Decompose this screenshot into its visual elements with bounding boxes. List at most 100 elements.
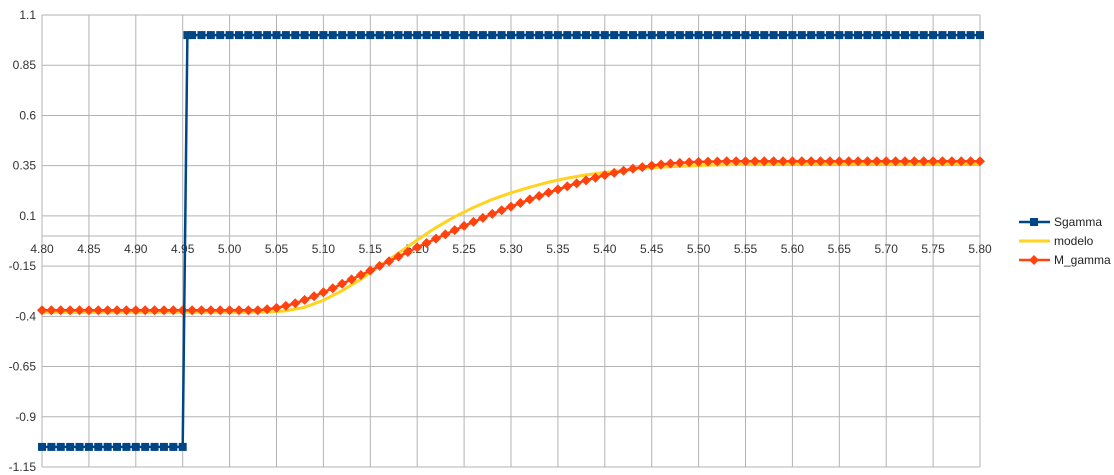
data-point [713, 31, 722, 40]
data-point [403, 31, 412, 40]
y-tick-label: 0.85 [13, 58, 37, 72]
data-point [328, 31, 337, 40]
data-point [197, 31, 206, 40]
x-tick-label: 5.60 [781, 242, 805, 256]
data-point [206, 31, 215, 40]
data-point [263, 31, 272, 40]
data-point [141, 442, 150, 451]
data-point [365, 265, 376, 276]
data-point [627, 163, 638, 174]
data-point [272, 31, 281, 40]
data-point [468, 216, 479, 227]
data-point [413, 31, 422, 40]
data-point [797, 31, 806, 40]
data-point [74, 305, 85, 316]
data-point [947, 31, 956, 40]
x-tick-label: 5.00 [218, 242, 242, 256]
data-point [346, 274, 357, 285]
data-point [759, 156, 770, 167]
data-point [769, 31, 778, 40]
legend-item-sgamma: Sgamma [1019, 215, 1102, 229]
data-point [702, 156, 713, 167]
x-tick-label: 4.90 [124, 242, 148, 256]
data-point [83, 305, 94, 316]
data-point [872, 31, 881, 40]
data-point [150, 442, 159, 451]
x-tick-label: 5.45 [640, 242, 664, 256]
data-point [121, 305, 132, 316]
data-point [299, 294, 310, 305]
legend-marker [1029, 255, 1039, 265]
data-point [899, 156, 910, 167]
data-point [55, 305, 66, 316]
x-tick-label: 5.50 [687, 242, 711, 256]
data-point [122, 442, 131, 451]
data-point [946, 156, 957, 167]
y-tick-label: -0.9 [15, 410, 36, 424]
data-point [215, 305, 226, 316]
data-point [477, 212, 488, 223]
data-point [338, 31, 347, 40]
data-point [300, 31, 309, 40]
data-point [957, 31, 966, 40]
data-point [469, 31, 478, 40]
y-tick-label: -0.15 [9, 259, 37, 273]
data-point [674, 157, 685, 168]
data-point [665, 158, 676, 169]
data-point [234, 31, 243, 40]
data-point [712, 156, 723, 167]
data-point [430, 233, 441, 244]
data-point [402, 247, 413, 258]
data-point [749, 156, 760, 167]
data-point [760, 31, 769, 40]
data-point [562, 181, 573, 192]
data-point [516, 31, 525, 40]
data-point [440, 229, 451, 240]
data-point [271, 302, 282, 313]
series-m-gamma [37, 156, 985, 316]
x-tick-label: 5.40 [593, 242, 617, 256]
data-point [441, 31, 450, 40]
data-point [919, 31, 928, 40]
data-point [487, 208, 498, 219]
data-point [327, 283, 338, 294]
data-point [56, 442, 65, 451]
data-point [196, 305, 207, 316]
data-point [599, 170, 610, 181]
data-point [366, 31, 375, 40]
data-point [149, 305, 160, 316]
data-point [816, 31, 825, 40]
data-point [130, 305, 141, 316]
data-point [216, 31, 225, 40]
data-point [46, 305, 57, 316]
data-point [891, 31, 900, 40]
x-tick-label: 4.95 [171, 242, 195, 256]
data-point [928, 156, 939, 167]
data-point [666, 31, 675, 40]
x-tick-label: 5.05 [265, 242, 289, 256]
data-point [918, 156, 929, 167]
data-point [854, 31, 863, 40]
data-point [347, 31, 356, 40]
data-point [159, 442, 168, 451]
data-point [966, 31, 975, 40]
data-point [929, 31, 938, 40]
x-tick-label: 5.35 [546, 242, 570, 256]
data-point [385, 31, 394, 40]
data-point [37, 305, 47, 316]
data-point [563, 31, 572, 40]
data-point [374, 260, 385, 271]
y-axis-tick-labels: 1.1 0.85 0.6 0.35 0.1 -0.15 -0.4 -0.65 -0.9 -1.15 [9, 8, 37, 474]
data-point [75, 442, 84, 451]
data-point [337, 278, 348, 289]
x-tick-label: 5.15 [359, 242, 383, 256]
data-point [158, 305, 169, 316]
data-point [93, 305, 104, 316]
x-tick-label: 5.25 [452, 242, 476, 256]
data-point [834, 156, 845, 167]
data-point [656, 159, 667, 170]
data-point [534, 191, 545, 202]
data-point [825, 31, 834, 40]
data-point [169, 442, 178, 451]
x-tick-label: 5.55 [734, 242, 758, 256]
